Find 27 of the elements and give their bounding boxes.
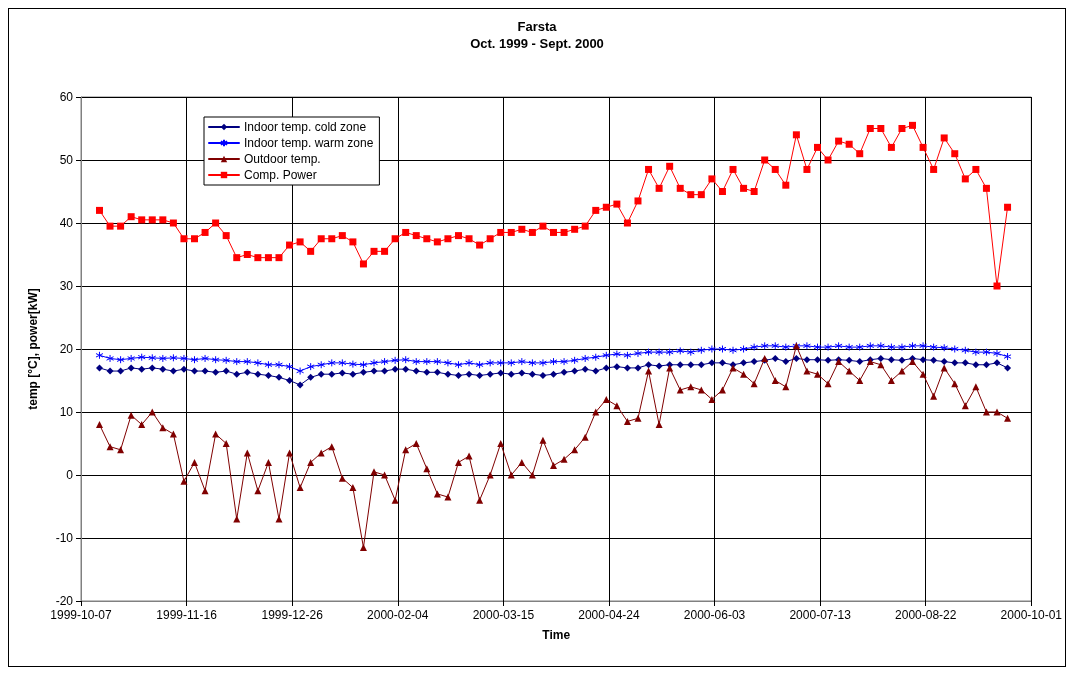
y-tick-label: 0 (66, 468, 74, 482)
chart-title: Farsta (517, 19, 558, 34)
x-tick-label: 2000-02-04 (367, 608, 429, 622)
legend-label: Outdoor temp. (244, 152, 321, 166)
y-tick-label: 60 (59, 90, 74, 104)
y-axis-title: temp [°C], power[kW] (26, 288, 40, 410)
x-tick-label: 2000-08-22 (895, 608, 957, 622)
x-tick-label: 1999-11-16 (156, 608, 218, 622)
y-tick-label: 20 (59, 342, 74, 356)
x-tick-label: 2000-10-01 (1000, 608, 1063, 622)
y-tick-label: 30 (59, 279, 74, 293)
y-tick-label: -10 (55, 531, 74, 545)
x-tick-label: 1999-10-07 (50, 608, 113, 622)
y-tick-label: 40 (59, 216, 74, 230)
legend-label: Indoor temp. warm zone (244, 136, 374, 150)
legend-label: Comp. Power (244, 168, 317, 182)
x-tick-label: 2000-07-13 (789, 608, 852, 622)
x-tick-label: 1999-12-26 (261, 608, 324, 622)
x-tick-label: 2000-04-24 (578, 608, 640, 622)
x-tick-label: 2000-03-15 (472, 608, 535, 622)
y-tick-label: -20 (55, 594, 74, 608)
y-tick-label: 10 (59, 405, 74, 419)
y-tick-label: 50 (59, 153, 74, 167)
x-tick-label: 2000-06-03 (683, 608, 746, 622)
chart-subtitle: Oct. 1999 - Sept. 2000 (470, 36, 604, 51)
legend-label: Indoor temp. cold zone (244, 120, 367, 134)
x-axis-title: Time (542, 628, 571, 642)
